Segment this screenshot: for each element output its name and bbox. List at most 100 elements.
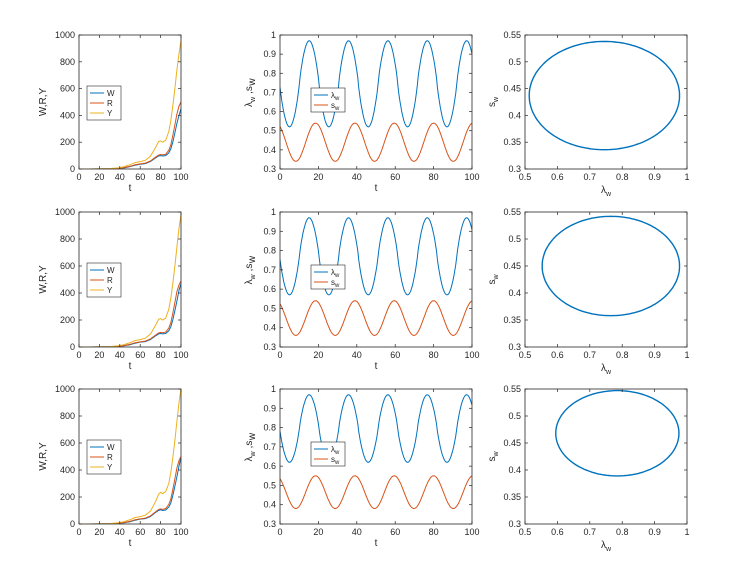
y-tick-label: 0.4 [263, 500, 276, 510]
y-tick-label: 0.5 [508, 411, 521, 421]
series-λw [280, 394, 472, 463]
x-tick-label: 0.9 [648, 172, 661, 182]
y-tick-label: 0.8 [263, 246, 276, 256]
series-Y [79, 389, 181, 524]
phase-loop [528, 40, 681, 151]
series-Y [79, 40, 181, 169]
x-tick-label: 0.7 [584, 172, 597, 182]
plot-frame [524, 34, 688, 170]
legend-label-0: W [107, 443, 115, 452]
y-tick-label: 0.7 [263, 87, 276, 97]
x-tick-label: 0.8 [616, 350, 629, 360]
x-tick-label: 40 [115, 172, 125, 182]
plot-frame [78, 211, 182, 348]
x-tick-label: 40 [115, 527, 125, 537]
x-tick-label: 0 [76, 172, 81, 182]
y-tick-label: 0.35 [503, 492, 521, 502]
plot-area [555, 389, 680, 477]
series-λw [280, 217, 472, 296]
plot-area [280, 217, 472, 336]
y-tick-label: 0.35 [503, 315, 521, 325]
y-tick-label: 0.9 [263, 226, 276, 236]
x-tick-label: 20 [94, 350, 104, 360]
y-axis-label-part2: ,s [244, 86, 255, 94]
y-tick-label: 0.45 [503, 84, 521, 94]
y-tick-label: 0.35 [503, 137, 521, 147]
y-tick-label: 1 [271, 207, 276, 217]
plot-frame [78, 34, 182, 170]
x-tick-label: 60 [135, 350, 145, 360]
y-tick-label: 0.5 [508, 57, 521, 67]
x-tick-label: 0.6 [551, 527, 564, 537]
x-tick-label: 100 [173, 350, 188, 360]
y-axis-label: λw [244, 274, 257, 285]
x-tick-label: 100 [464, 172, 479, 182]
x-tick-label: 1 [684, 527, 689, 537]
y-axis-label-part2: ,s [244, 441, 255, 449]
y-tick-label: 0.6 [263, 284, 276, 294]
y-tick-label: 0.7 [263, 265, 276, 275]
y-tick-label: 0.5 [263, 126, 276, 136]
y-tick-label: 0.6 [263, 461, 276, 471]
y-tick-label: 0.8 [263, 68, 276, 78]
y-tick-label: 0.5 [263, 480, 276, 490]
series-λw [280, 40, 472, 128]
series-sw [280, 300, 472, 336]
x-tick-label: 60 [135, 172, 145, 182]
legend-box [310, 87, 346, 113]
plot-area [528, 40, 681, 151]
x-tick-label: 0.5 [519, 527, 532, 537]
x-tick-label: 0 [277, 172, 282, 182]
y-tick-label: 0.3 [508, 342, 521, 352]
row2-phase: 0.5 0.6 0.7 0.8 0.9 1 0.3 0.35 0.4 0.45 0.5 0.55 sw λ… [487, 207, 690, 376]
x-axis-label: t [375, 361, 378, 372]
x-axis-label: λw [601, 363, 612, 376]
x-tick-label: 60 [390, 527, 400, 537]
x-tick-label: 20 [313, 527, 323, 537]
y-tick-label: 0.3 [508, 519, 521, 529]
x-tick-label: 0.6 [551, 172, 564, 182]
plot-area [280, 394, 472, 509]
y-tick-label: 0 [70, 519, 75, 529]
x-tick-label: 0.5 [519, 350, 532, 360]
row3-phase: 0.5 0.6 0.7 0.8 0.9 1 0.3 0.35 0.4 0.45 0.5 0.55 sw λ… [487, 384, 690, 553]
x-tick-label: 100 [173, 172, 188, 182]
legend-label-0: W [107, 266, 115, 275]
x-tick-label: 100 [464, 527, 479, 537]
x-tick-label: 0.5 [519, 172, 532, 182]
plot-frame [279, 388, 473, 525]
x-tick-label: 0 [277, 350, 282, 360]
legend-box [310, 264, 346, 290]
x-axis-label: t [129, 538, 132, 549]
x-tick-label: 0.7 [584, 350, 597, 360]
y-tick-label: 0.7 [263, 442, 276, 452]
phase-loop [541, 215, 681, 317]
x-tick-label: 80 [156, 172, 166, 182]
y-tick-label: 0.9 [263, 49, 276, 59]
y-tick-label: 0 [70, 342, 75, 352]
x-tick-label: 40 [352, 527, 362, 537]
x-tick-label: 60 [390, 350, 400, 360]
legend-label-1: R [107, 276, 113, 285]
x-axis-label: t [375, 538, 378, 549]
legend-label-1: sw [331, 101, 340, 112]
y-tick-label: 200 [60, 492, 75, 502]
y-tick-label: 0.4 [508, 465, 521, 475]
x-tick-label: 80 [156, 527, 166, 537]
y-axis-label: W,R,Y [38, 265, 49, 294]
y-tick-label: 400 [60, 110, 75, 120]
y-tick-label: 800 [60, 411, 75, 421]
y-tick-label: 0.45 [503, 261, 521, 271]
y-axis-label-part2: ,s [244, 264, 255, 272]
row3-oscillation: 0 20 40 60 80 100 0.3 0.4 0.5 0.6 0.7 0.8 0.9 1 λw ,sw t… [244, 384, 480, 549]
legend-label-2: Y [107, 463, 113, 472]
legend-label-1: sw [331, 455, 340, 466]
x-tick-label: 0.9 [648, 350, 661, 360]
plot-frame [279, 34, 473, 170]
x-axis-label: λw [601, 185, 612, 198]
y-tick-label: 200 [60, 315, 75, 325]
x-tick-label: 40 [115, 350, 125, 360]
y-tick-label: 0.45 [503, 438, 521, 448]
y-axis-label-sub: w [247, 78, 258, 87]
